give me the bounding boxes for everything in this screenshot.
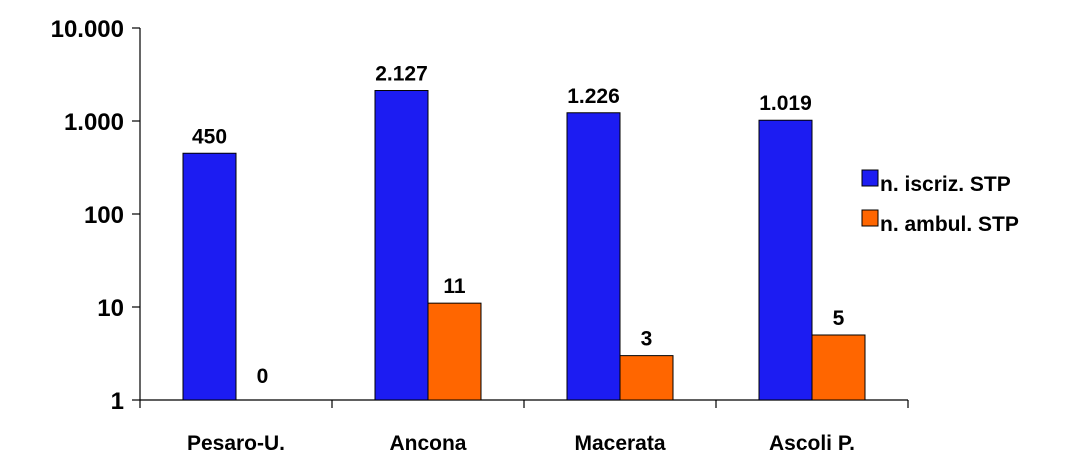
- category-label: Ancona: [389, 432, 466, 454]
- bar: [182, 152, 237, 401]
- x-axis: Pesaro-U. Ancona Macerata Ascoli P.: [139, 399, 909, 454]
- y-tick-label: 10: [97, 295, 124, 322]
- bar: [427, 302, 482, 401]
- legend-swatch: [861, 169, 879, 187]
- y-axis: 1 10 100 1.000 10.000: [51, 16, 141, 415]
- data-label: 1.019: [759, 92, 812, 115]
- data-label: 11: [443, 275, 466, 298]
- data-label: 3: [641, 328, 653, 351]
- bars: [182, 90, 866, 401]
- y-tick-label: 10.000: [51, 16, 124, 43]
- bar: [619, 355, 674, 401]
- category-label: Macerata: [574, 432, 665, 454]
- y-tick-label: 100: [84, 202, 124, 229]
- data-labels: 450 0 2.127 11 1.226 3 1.019 5: [192, 63, 845, 388]
- data-label: 1.226: [567, 85, 620, 108]
- data-label: 2.127: [375, 63, 428, 86]
- category-label: Ascoli P.: [769, 432, 855, 454]
- bar: [811, 334, 866, 401]
- legend-label: n. ambul. STP: [880, 213, 1019, 236]
- bar: [758, 119, 813, 401]
- data-label: 5: [833, 307, 845, 330]
- y-tick-label: 1: [111, 388, 124, 415]
- data-label: 0: [257, 365, 269, 388]
- category-label: Pesaro-U.: [187, 432, 285, 454]
- legend-label: n. iscriz. STP: [880, 173, 1011, 196]
- legend: n. iscriz. STP n. ambul. STP: [861, 169, 1019, 236]
- bar: [566, 112, 621, 401]
- data-label: 450: [192, 125, 227, 148]
- bar: [374, 90, 429, 401]
- y-tick-label: 1.000: [64, 109, 124, 136]
- legend-swatch: [861, 209, 879, 227]
